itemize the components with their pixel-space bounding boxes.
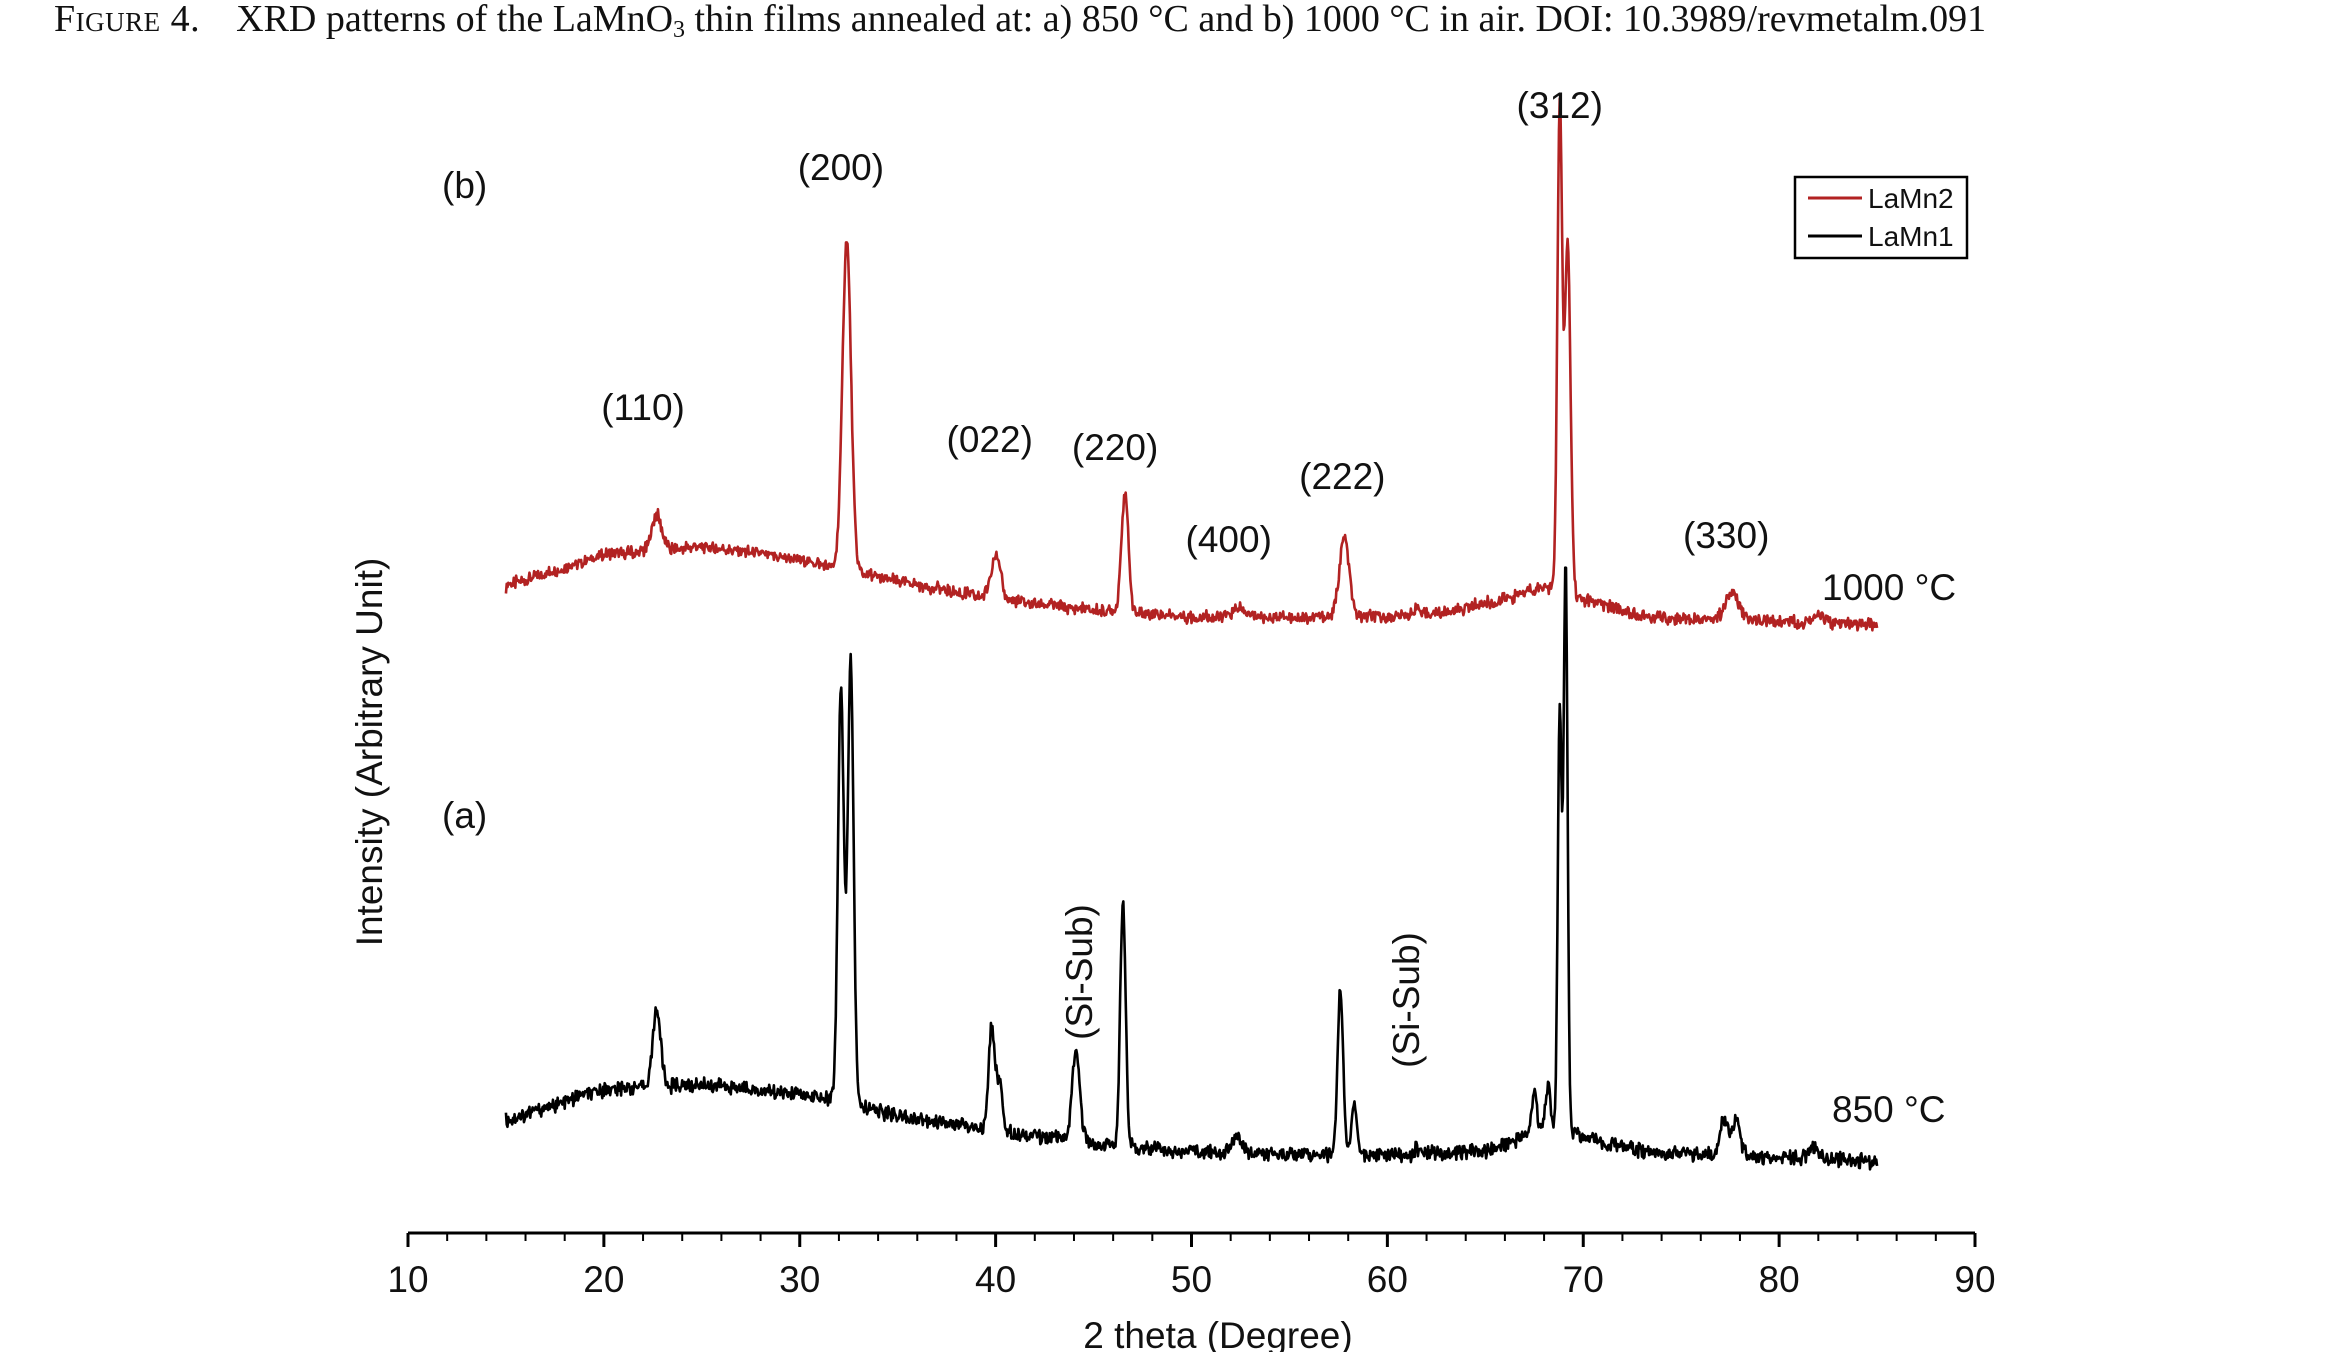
x-tick-label: 80 <box>1759 1259 1800 1300</box>
peak-annotation: (Si-Sub) <box>1386 932 1427 1068</box>
x-tick-label: 30 <box>779 1259 820 1300</box>
peak-annotation: (400) <box>1186 519 1272 560</box>
x-tick-label: 60 <box>1367 1259 1408 1300</box>
x-axis-label: 2 theta (Degree) <box>1083 1315 1352 1352</box>
peak-annotation: (220) <box>1072 427 1158 468</box>
peak-annotation: (022) <box>947 419 1033 460</box>
legend: LaMn2 LaMn1 <box>1793 175 1969 260</box>
legend-entries: LaMn2 LaMn1 <box>1808 183 1954 252</box>
curves-layer <box>504 97 1879 1171</box>
x-axis: 10 20 30 40 50 60 70 80 90 <box>387 1231 1996 1300</box>
peak-annotation: (330) <box>1683 515 1769 556</box>
curve-label-1000: 1000 °C <box>1822 567 1956 608</box>
panel-label-b: (b) <box>442 165 487 206</box>
series-line-lamn2 <box>504 97 1879 632</box>
x-tick-label: 90 <box>1954 1259 1995 1300</box>
peak-annotation: (200) <box>798 147 884 188</box>
caption-subscript: 3 <box>673 17 686 43</box>
y-axis-label: Intensity (Arbitrary Unit) <box>349 558 390 947</box>
curve-label-850: 850 °C <box>1832 1089 1946 1130</box>
legend-box <box>1793 175 1969 260</box>
figure-label: Figure 4. <box>54 0 201 40</box>
peak-annotations: (110) (200) (022) (220) (400) (222) (312) (330)… <box>601 85 1769 1068</box>
x-tick-label: 50 <box>1171 1259 1212 1300</box>
peak-annotation: (312) <box>1517 85 1603 126</box>
series-line-lamn1 <box>504 566 1879 1171</box>
peak-annotation: (222) <box>1299 456 1385 497</box>
peak-annotation: (Si-Sub) <box>1059 904 1100 1040</box>
caption-text-end: thin films annealed at: a) 850 °C and b)… <box>685 0 1987 40</box>
x-tick-label: 20 <box>583 1259 624 1300</box>
x-tick-label: 10 <box>387 1259 428 1300</box>
panel-label-a: (a) <box>442 795 487 836</box>
legend-label-lamn2: LaMn2 <box>1868 183 1954 214</box>
peak-annotation: (110) <box>601 387 685 428</box>
figure-caption: Figure 4. XRD patterns of the LaMnO3 thin… <box>0 0 2329 60</box>
legend-label-lamn1: LaMn1 <box>1868 221 1954 252</box>
caption-text: XRD patterns of the LaMnO <box>236 0 674 40</box>
x-axis-ticks: 10 20 30 40 50 60 70 80 90 <box>387 1233 1996 1300</box>
x-tick-label: 70 <box>1563 1259 1604 1300</box>
x-tick-label: 40 <box>975 1259 1016 1300</box>
